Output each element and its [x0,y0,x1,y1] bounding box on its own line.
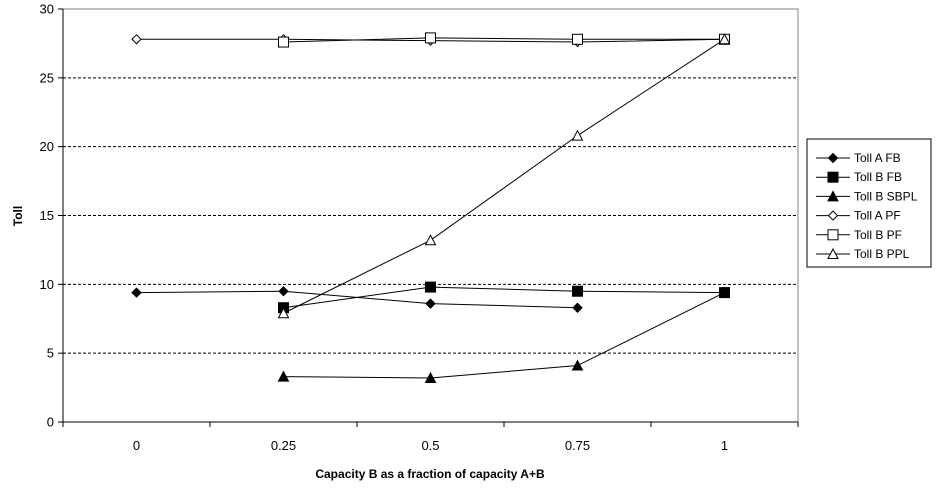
x-tick-label: 0 [133,438,140,453]
legend-label: Toll A FB [854,151,901,165]
series-group [131,32,731,383]
y-tick-label: 30 [40,2,54,17]
x-tick-label: 0.75 [565,438,590,453]
legend-marker [827,171,839,183]
series-line [283,292,725,379]
y-axis-title: Toll [11,206,25,226]
data-point [571,129,584,141]
series-line [283,286,725,309]
x-tick-label: 0.25 [271,438,296,453]
data-point [278,286,289,297]
data-point [572,302,583,313]
x-axis-title: Capacity B as a fraction of capacity A+B [315,467,545,481]
data-point [425,298,436,309]
data-point [571,359,584,371]
series-toll-b-ppl [277,33,731,319]
legend-box [806,138,932,268]
y-tick-label: 20 [40,139,54,154]
y-tick-label: 15 [40,208,54,223]
x-tick-label: 1 [721,438,728,453]
legend-label: Toll B PF [854,228,902,242]
y-tick-label: 0 [47,415,54,430]
legend: Toll A FB Toll B FB Toll B SBPL Toll A PF To… [806,138,932,268]
legend-label: Toll B SBPL [854,189,918,203]
series-toll-b-sbpl [277,286,731,383]
data-point [425,281,436,293]
legend-marker [827,190,839,202]
data-point [277,307,290,319]
legend-label: Toll A PF [854,209,901,223]
x-tick-label: 0.5 [421,438,439,453]
y-tick-label: 25 [40,70,54,85]
data-point [278,36,289,48]
legend-label: Toll B FB [854,170,902,184]
data-point [424,371,437,383]
data-point [572,33,583,45]
data-point [131,34,142,45]
legend-entry: Toll B SBPL [816,189,918,203]
series-line [283,37,725,43]
data-point [425,32,436,44]
legend-entry: Toll B FB [816,170,902,184]
legend-entry: Toll A FB [816,151,901,165]
legend-marker [827,247,839,259]
data-point [277,370,290,382]
series-line [283,38,725,314]
data-point [424,234,437,246]
legend-entry: Toll B PPL [816,247,910,261]
legend-label: Toll B PPL [854,247,910,261]
legend-marker [827,210,839,221]
x-tick-labels: 0 0.25 0.5 0.75 1 [133,438,728,453]
y-tick-label: 5 [47,346,54,361]
legend-entry: Toll A PF [816,209,901,223]
data-point [718,286,731,298]
data-point [131,287,142,298]
legend-marker [827,152,839,164]
y-tick-label: 10 [40,277,54,292]
data-point [572,285,583,297]
legend-marker [827,229,839,241]
y-tick-labels: 0 5 10 15 20 25 30 [40,2,54,430]
axes [58,8,799,427]
data-point [718,33,731,45]
legend-entry: Toll B PF [816,228,902,242]
